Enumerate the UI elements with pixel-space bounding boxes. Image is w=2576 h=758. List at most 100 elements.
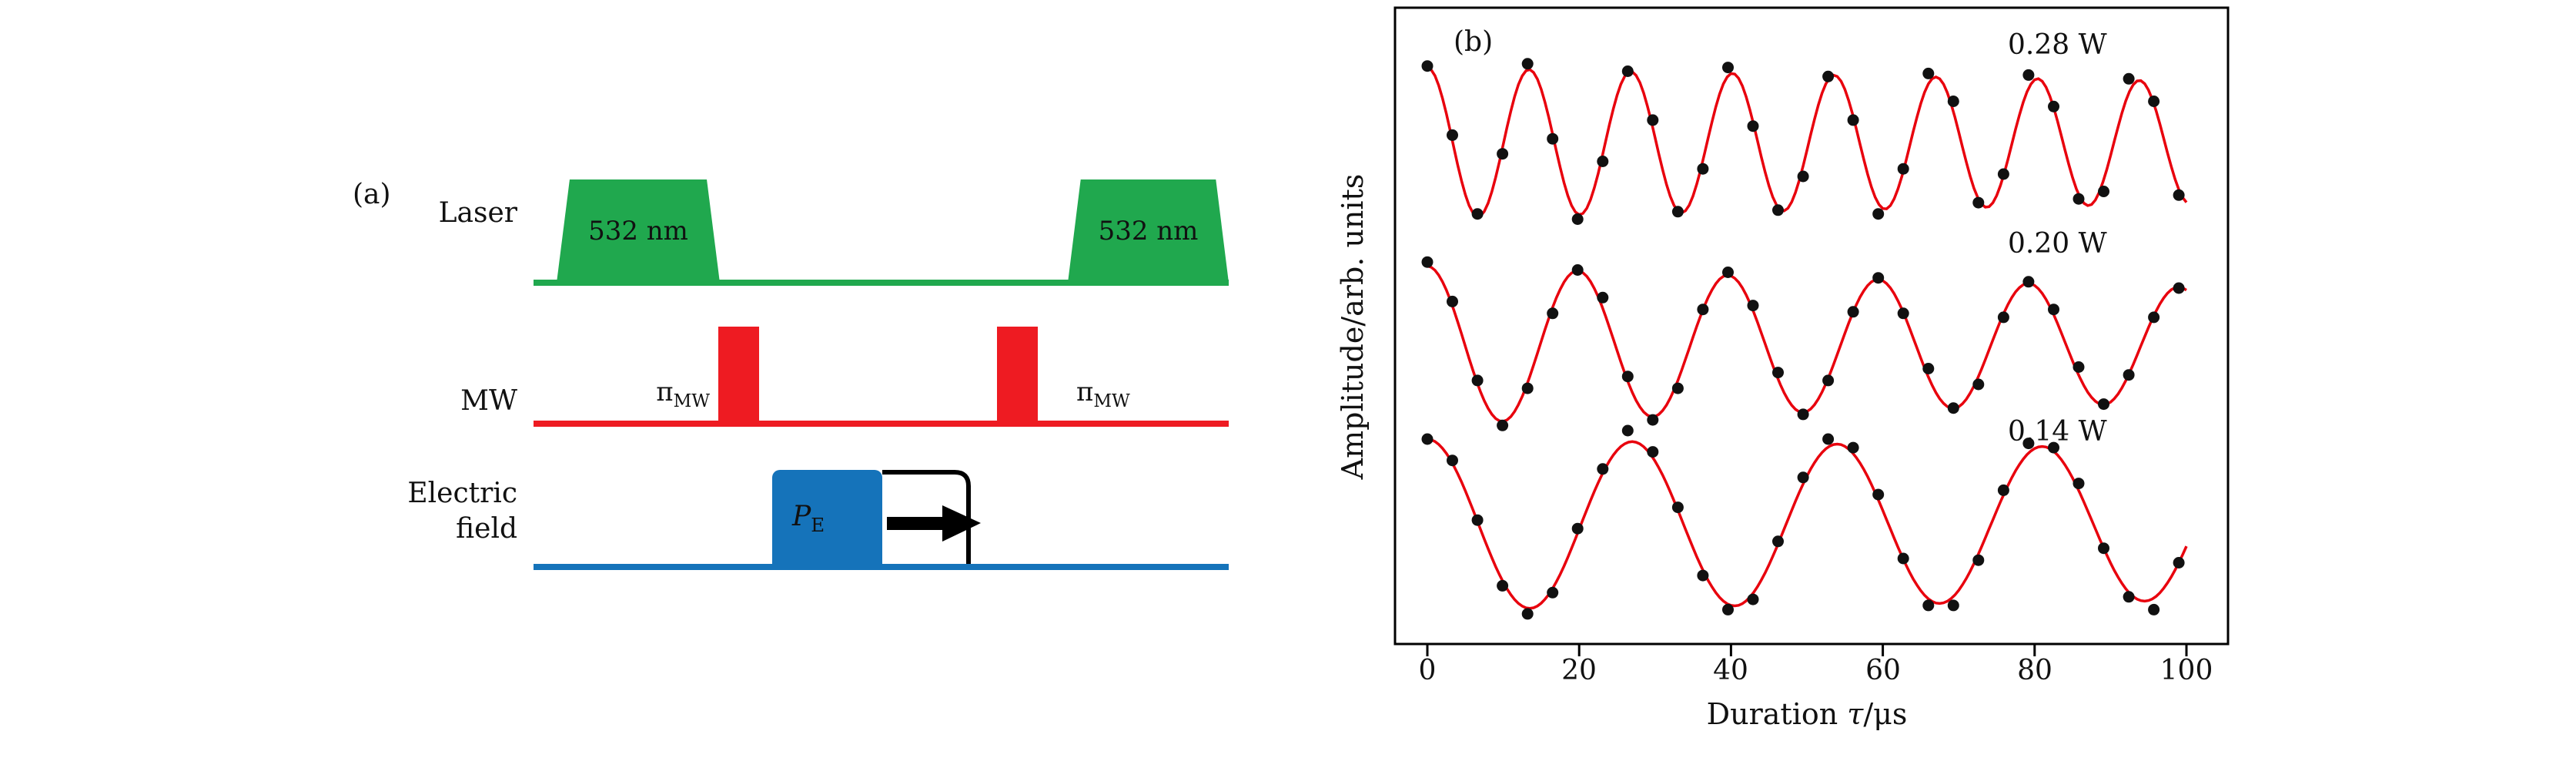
x-axis-label: Duration τ/μs	[1707, 697, 1908, 732]
data-point	[1722, 62, 1734, 74]
data-point	[1847, 441, 1859, 454]
data-point	[1571, 264, 1584, 276]
data-point	[2048, 304, 2059, 316]
right-arrow-icon	[887, 505, 981, 542]
data-point	[2098, 186, 2109, 197]
data-point	[1547, 132, 1559, 145]
data-point	[1647, 114, 1659, 126]
data-point	[2123, 72, 2135, 85]
data-point	[1597, 156, 1609, 167]
data-point	[1872, 488, 1885, 501]
y-axis-label: Amplitude/arb. units	[1336, 173, 1370, 480]
data-point	[2073, 478, 2085, 490]
x-axis-label-var: τ	[1847, 697, 1864, 731]
data-point	[1521, 58, 1534, 70]
data-point	[1647, 446, 1659, 458]
data-point	[1521, 382, 1534, 394]
data-point	[1722, 267, 1734, 278]
laser-baseline	[534, 280, 1229, 286]
mw-pulse-2	[997, 327, 1038, 424]
data-point	[1621, 424, 1634, 437]
data-point	[2048, 100, 2059, 112]
data-point	[1997, 311, 2009, 324]
data-point	[1471, 208, 1484, 220]
data-point	[2123, 369, 2135, 381]
data-point	[2022, 276, 2035, 288]
data-point	[1847, 306, 1859, 318]
data-point	[1421, 256, 1434, 268]
series-label-1: 0.20 W	[2008, 228, 2107, 260]
series-label-0: 0.28 W	[2008, 29, 2107, 61]
data-point	[1521, 608, 1534, 620]
data-point	[1822, 70, 1835, 82]
mw-pi-label-1: πMW	[588, 377, 710, 411]
data-point	[1497, 148, 1509, 160]
data-point	[1972, 378, 1985, 391]
data-point	[1772, 535, 1784, 548]
data-point	[2173, 557, 2185, 568]
data-point	[1897, 552, 1909, 565]
data-point	[1421, 60, 1434, 72]
data-point	[1997, 168, 2009, 180]
mw-pulse-1	[718, 327, 759, 424]
data-point	[1547, 586, 1559, 599]
efield-baseline	[534, 564, 1229, 570]
data-point	[1747, 593, 1759, 605]
data-point	[1497, 579, 1509, 592]
laser-pulse-2-label: 532 nm	[1098, 216, 1199, 247]
data-point	[1922, 599, 1935, 612]
data-point	[1947, 599, 1959, 612]
pi-symbol: π	[656, 377, 674, 408]
data-point	[1471, 374, 1484, 387]
x-tick-label-20: 20	[1561, 655, 1597, 686]
data-point	[1471, 514, 1484, 526]
pe-subscript: E	[811, 514, 825, 537]
efield-pulse-label: PE	[792, 501, 825, 536]
data-point	[2148, 96, 2160, 107]
x-tick-label-100: 100	[2159, 655, 2213, 686]
x-tick-label-60: 60	[1865, 655, 1901, 686]
data-point	[1822, 374, 1835, 387]
series-label-2: 0.14 W	[2008, 416, 2107, 448]
efield-row-label-line1: Electric	[407, 478, 517, 509]
data-point	[1747, 120, 1759, 132]
mw-row-label: MW	[460, 385, 517, 417]
data-point	[2073, 193, 2085, 205]
data-point	[2173, 282, 2185, 294]
data-point	[1872, 272, 1885, 284]
laser-pulse-2: 532 nm	[1068, 179, 1229, 283]
chart-plot	[1393, 6, 2230, 656]
data-point	[2148, 603, 2160, 615]
data-point	[1497, 419, 1509, 431]
data-point	[1772, 367, 1784, 379]
x-axis-label-post: /μs	[1863, 697, 1908, 731]
data-point	[1922, 67, 1935, 79]
data-point	[2098, 398, 2109, 411]
data-point	[1697, 304, 1709, 316]
data-point	[1922, 363, 1935, 374]
data-point	[1571, 213, 1584, 225]
laser-row-label: Laser	[438, 197, 517, 229]
data-point	[1447, 295, 1458, 307]
laser-pulse-1: 532 nm	[557, 179, 720, 283]
data-point	[1947, 96, 1959, 107]
data-point	[1597, 291, 1609, 304]
panel-a-label: (a)	[353, 179, 391, 210]
data-point	[2073, 361, 2085, 373]
data-point	[1847, 114, 1859, 126]
mw-pi-label-2: πMW	[1076, 377, 1130, 411]
data-point	[1897, 163, 1909, 175]
data-point	[1897, 307, 1909, 320]
data-point	[1621, 371, 1634, 383]
data-point	[2148, 311, 2160, 324]
panel-b-label: (b)	[1454, 26, 1494, 58]
data-point	[1997, 484, 2009, 496]
data-point	[1797, 170, 1809, 183]
data-point	[1972, 554, 1985, 566]
data-point	[1421, 433, 1434, 445]
efield-pulse: PE	[772, 470, 882, 567]
fit-curve	[1427, 438, 2188, 610]
pi-subscript: MW	[1093, 391, 1130, 411]
efield-step-line	[882, 470, 971, 564]
